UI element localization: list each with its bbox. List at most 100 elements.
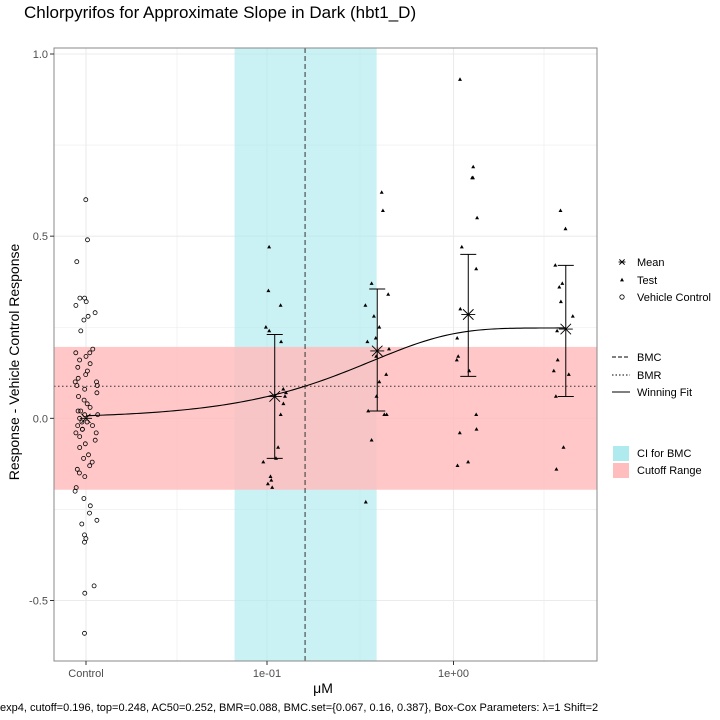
test-point xyxy=(563,226,568,231)
vehicle-control-point xyxy=(94,390,100,396)
vehicle-control-point xyxy=(90,346,96,352)
vehicle-control-point xyxy=(81,496,87,501)
control-mean-marker xyxy=(80,413,92,424)
vehicle-control-point xyxy=(94,517,100,523)
vehicle-control-point xyxy=(89,459,95,465)
test-point xyxy=(558,208,563,212)
vehicle-control-point xyxy=(85,313,91,319)
vehicle-control-point xyxy=(74,466,80,472)
vehicle-control-point xyxy=(86,452,91,458)
test-point xyxy=(555,328,560,333)
test-point xyxy=(553,394,558,398)
winning-fit-curve xyxy=(85,327,566,418)
test-point xyxy=(283,394,287,398)
test-point xyxy=(558,299,563,304)
vehicle-control-point xyxy=(82,630,87,636)
test-point xyxy=(265,481,270,486)
y-tick-label: 0.5 xyxy=(33,231,48,243)
vehicle-control-point xyxy=(73,302,79,308)
legend-label: Winning Fit xyxy=(637,387,692,399)
chart-caption: exp4, cutoff=0.196, top=0.248, AC50=0.25… xyxy=(0,702,599,714)
legend-label: Test xyxy=(637,275,657,287)
test-point xyxy=(279,339,284,344)
vehicle-control-point xyxy=(87,350,93,356)
vehicle-control-point xyxy=(94,383,100,388)
test-point xyxy=(386,292,391,296)
test-point xyxy=(270,485,275,489)
vehicle-control-point xyxy=(95,412,101,418)
test-point xyxy=(553,263,558,267)
test-point xyxy=(278,412,283,417)
vehicle-control-point xyxy=(87,510,92,516)
mean-marker-stroke xyxy=(81,413,91,424)
vehicle-control-point xyxy=(79,521,85,527)
vehicle-control-point xyxy=(87,404,93,410)
vehicle-control-point xyxy=(82,441,88,447)
vehicle-control-point xyxy=(83,372,89,378)
mean-marker-stroke xyxy=(462,308,474,321)
vehicle-control-point xyxy=(85,237,90,243)
test-point xyxy=(266,288,271,293)
vehicle-control-point xyxy=(93,430,99,436)
legend: Mean Test Vehicle Control BMC BMR Winning Fit… xyxy=(612,257,711,478)
vehicle-control-point xyxy=(82,386,88,392)
test-point xyxy=(377,379,382,384)
vehicle-control-point xyxy=(72,488,78,494)
legend-label: Vehicle Control xyxy=(637,292,711,304)
test-point xyxy=(554,467,559,471)
test-point xyxy=(269,478,274,482)
test-point xyxy=(267,328,272,333)
vehicle-control-point xyxy=(78,408,84,414)
y-tick-label: 1.0 xyxy=(33,49,48,61)
group-mean-marker xyxy=(558,323,573,335)
legend-label: BMR xyxy=(637,370,662,382)
test-point xyxy=(566,372,571,376)
x-axis-label: μM xyxy=(313,680,333,696)
test-point xyxy=(380,208,385,212)
vehicle-control-point xyxy=(92,437,98,443)
test-point xyxy=(459,244,464,249)
mean-marker-stroke xyxy=(269,390,281,403)
test-point xyxy=(261,459,266,464)
test-point xyxy=(474,427,479,431)
y-tick-label: -0.5 xyxy=(29,596,48,608)
chart-title: Chlorpyrifos for Approximate Slope in Da… xyxy=(24,3,417,22)
vehicle-control-point xyxy=(81,455,86,461)
test-point xyxy=(369,281,374,285)
test-point xyxy=(457,430,462,435)
legend-key-mean xyxy=(618,259,626,265)
vehicle-control-point xyxy=(73,430,79,436)
vehicle-control-point xyxy=(90,423,95,429)
vehicle-control-point xyxy=(84,401,90,407)
test-group-4 xyxy=(551,208,575,471)
test-point xyxy=(281,386,286,391)
legend-label: CI for BMC xyxy=(637,448,691,460)
legend-key-fill xyxy=(613,463,629,478)
test-point xyxy=(475,215,480,220)
group-mean-marker xyxy=(267,390,282,403)
test-point xyxy=(384,412,389,417)
test-point xyxy=(454,357,459,362)
vehicle-control-point xyxy=(92,310,98,316)
test-point xyxy=(470,175,475,180)
test-point xyxy=(371,314,376,318)
test-point xyxy=(561,445,566,449)
test-group-3 xyxy=(454,77,480,468)
legend-key-fill xyxy=(613,446,629,461)
group-mean-marker xyxy=(461,308,476,321)
x-tick-label: 1e-01 xyxy=(253,668,281,680)
vehicle-control-point xyxy=(77,434,83,440)
test-point xyxy=(284,390,288,395)
test-point xyxy=(384,372,389,376)
vehicle-control-point xyxy=(82,474,88,480)
vehicle-control-point xyxy=(74,259,80,265)
vehicle-control-point xyxy=(87,503,93,509)
vehicle-control-point xyxy=(78,328,84,334)
test-point xyxy=(268,474,273,478)
test-point xyxy=(387,346,391,351)
test-group-2 xyxy=(363,190,391,504)
test-point xyxy=(471,164,476,169)
vehicle-control-point xyxy=(73,350,79,356)
test-point xyxy=(278,303,283,307)
